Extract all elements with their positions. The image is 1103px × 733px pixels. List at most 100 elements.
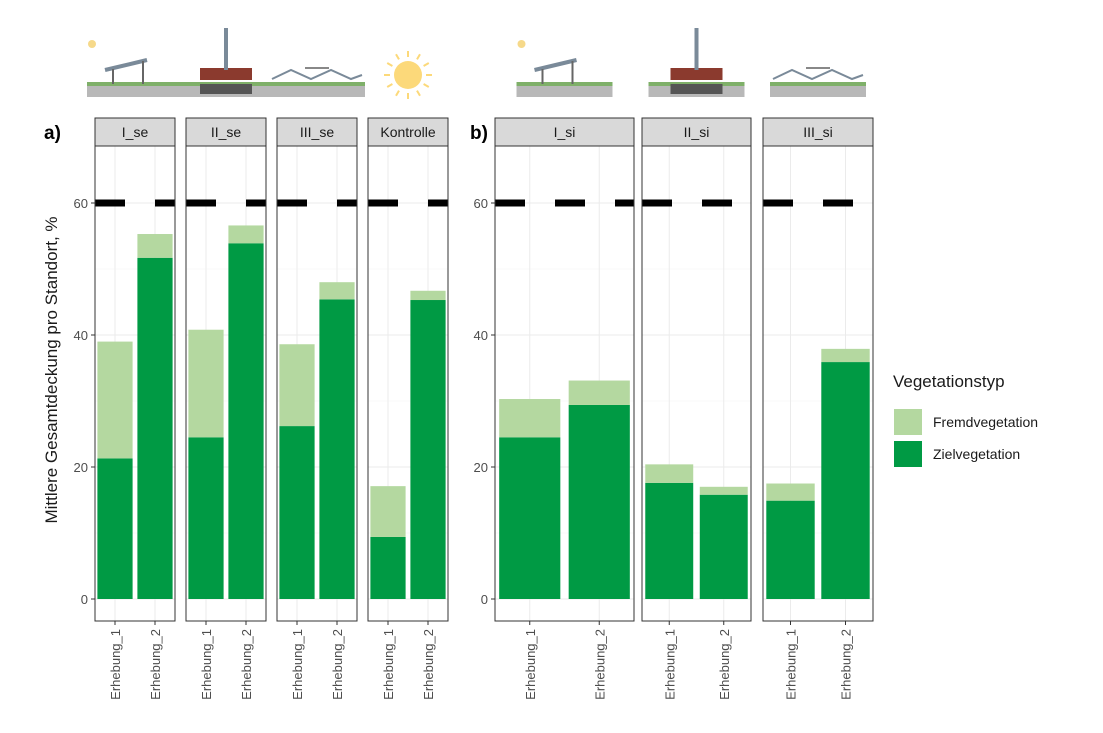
- panel-group-label: a): [44, 123, 61, 144]
- bar-zielvegetation: [137, 257, 173, 599]
- vertical-panel: [694, 28, 699, 70]
- ground-strip: [269, 85, 365, 97]
- bar-fremdvegetation: [97, 341, 133, 459]
- bar-fremdvegetation: [410, 290, 446, 301]
- sun-ray: [423, 83, 430, 88]
- facet-strip: [367, 117, 449, 147]
- bar-fremdvegetation: [766, 483, 815, 501]
- grass-strip: [516, 82, 613, 86]
- legend-title: Vegetationstyp: [893, 372, 1005, 391]
- bar-fremdvegetation: [821, 348, 870, 363]
- ground-strip: [87, 85, 183, 97]
- solar-panel-tilted-icon: [516, 40, 613, 97]
- bar-zielvegetation: [370, 536, 406, 599]
- x-tick-label: Erhebung_2: [239, 629, 254, 700]
- sun-disc: [394, 61, 422, 89]
- y-axis-title: Mittlere Gesamtdeckung pro Standort, %: [42, 216, 61, 523]
- bar-fremdvegetation: [568, 380, 630, 405]
- base-layer: [200, 84, 252, 94]
- y-tick-label: 20: [74, 460, 88, 475]
- legend-item-fremdvegetation: Fremdvegetation: [893, 406, 1038, 438]
- facet-label: I_se: [122, 124, 149, 140]
- y-tick-label: 0: [81, 592, 88, 607]
- bar-fremdvegetation: [370, 486, 406, 537]
- solar-panel-tilted-icon: [87, 40, 183, 97]
- legend: Vegetationstyp Fremdvegetation Zielveget…: [893, 372, 1038, 470]
- sun-icon: [384, 51, 432, 99]
- bar-zielvegetation: [766, 500, 815, 599]
- x-tick-label: Erhebung_1: [784, 629, 799, 700]
- sun-ray: [416, 53, 421, 60]
- small-sun: [88, 40, 96, 48]
- facet-strip: [276, 117, 358, 147]
- sun-ray: [395, 90, 400, 97]
- facet-label: III_si: [803, 124, 833, 140]
- bar-zielvegetation: [699, 494, 748, 599]
- bar-zielvegetation: [97, 458, 133, 599]
- facet-label: II_si: [684, 124, 710, 140]
- solar-panel-tracker-icon: [770, 67, 866, 97]
- facet-strip: [641, 117, 752, 147]
- bar-fremdvegetation: [188, 329, 224, 438]
- tracker-panels: [772, 68, 864, 81]
- solar-panel-vertical-icon: [178, 28, 274, 97]
- bar-zielvegetation: [228, 243, 264, 599]
- x-tick-label: Erhebung_2: [717, 629, 732, 700]
- x-tick-label: Erhebung_1: [199, 629, 214, 700]
- sun-ray: [386, 83, 393, 88]
- facet-label: II_se: [211, 124, 242, 140]
- bar-fremdvegetation: [645, 464, 694, 483]
- bar-zielvegetation: [410, 300, 446, 599]
- panel-group-label: b): [470, 123, 488, 144]
- bar-fremdvegetation: [137, 234, 173, 258]
- x-tick-label: Erhebung_1: [523, 629, 538, 700]
- x-tick-label: Erhebung_2: [839, 629, 854, 700]
- grass-strip: [269, 82, 365, 86]
- facet-strip: [762, 117, 874, 147]
- panel-surface: [104, 58, 148, 72]
- x-tick-label: Erhebung_2: [330, 629, 345, 700]
- ground-strip: [516, 85, 613, 97]
- legend-label-fremdvegetation: Fremdvegetation: [933, 414, 1039, 430]
- vertical-panel: [224, 28, 228, 70]
- bar-zielvegetation: [821, 362, 870, 599]
- tracker-panels: [271, 68, 363, 81]
- soil-layer: [670, 68, 723, 80]
- x-tick-label: Erhebung_1: [662, 629, 677, 700]
- facet-strip: [185, 117, 267, 147]
- bar-fremdvegetation: [499, 399, 561, 438]
- legend-label-zielvegetation: Zielvegetation: [933, 446, 1021, 462]
- bar-zielvegetation: [645, 482, 694, 599]
- x-tick-label: Erhebung_2: [421, 629, 436, 700]
- legend-key-fremdvegetation: [893, 408, 923, 436]
- y-tick-label: 20: [474, 460, 488, 475]
- bar-fremdvegetation: [699, 486, 748, 495]
- facet-label: Kontrolle: [380, 124, 435, 140]
- facet-label: I_si: [554, 124, 576, 140]
- bar-zielvegetation: [568, 404, 630, 599]
- x-tick-label: Erhebung_2: [148, 629, 163, 700]
- y-tick-label: 60: [74, 196, 88, 211]
- facet-strip: [94, 117, 176, 147]
- ground-strip: [770, 85, 866, 97]
- solar-panel-vertical-icon: [648, 28, 745, 97]
- facet-label: III_se: [300, 124, 334, 140]
- legend-item-zielvegetation: Zielvegetation: [893, 438, 1038, 470]
- bar-zielvegetation: [319, 299, 355, 599]
- bar-fremdvegetation: [279, 344, 315, 427]
- soil-layer: [200, 68, 252, 80]
- bar-zielvegetation: [279, 426, 315, 599]
- x-tick-label: Erhebung_2: [592, 629, 607, 700]
- y-tick-label: 0: [481, 592, 488, 607]
- y-tick-label: 40: [74, 328, 88, 343]
- x-tick-label: Erhebung_1: [108, 629, 123, 700]
- bar-fremdvegetation: [319, 282, 355, 300]
- y-tick-label: 40: [474, 328, 488, 343]
- legend-key-zielvegetation: [893, 440, 923, 468]
- sun-ray: [416, 90, 421, 97]
- x-tick-label: Erhebung_1: [290, 629, 305, 700]
- bar-zielvegetation: [499, 437, 561, 599]
- facet-strip: [494, 117, 635, 147]
- grass-strip: [87, 82, 183, 86]
